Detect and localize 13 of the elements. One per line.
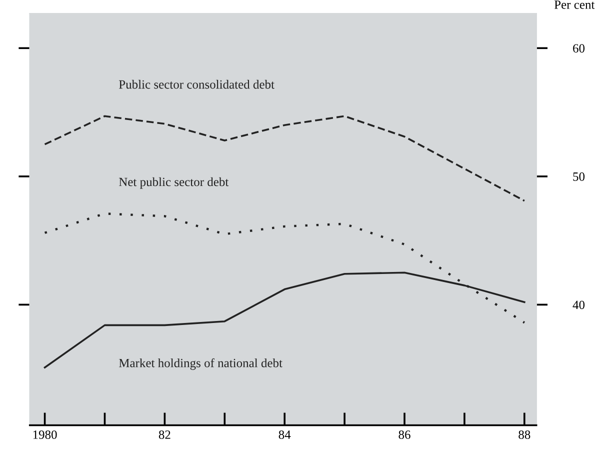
x-tick-label: 82 bbox=[158, 430, 170, 439]
y-tick-label: 50 bbox=[573, 172, 585, 181]
text: Net public sector debt bbox=[118, 177, 229, 189]
line-series bbox=[44, 115, 526, 202]
y-tick-label: 60 bbox=[573, 44, 585, 53]
y-axis-title: Per cent bbox=[554, 0, 595, 9]
text: Market holdings of national debt bbox=[118, 358, 282, 370]
y-tick-label: 40 bbox=[572, 300, 585, 310]
x-tick-label: 1980 bbox=[33, 430, 57, 439]
x-tick-label: 88 bbox=[518, 430, 530, 439]
x-tick-label: 84 bbox=[278, 430, 291, 439]
text: Public sector consolidated debt bbox=[118, 80, 274, 89]
x-tick-label: 86 bbox=[398, 430, 410, 439]
